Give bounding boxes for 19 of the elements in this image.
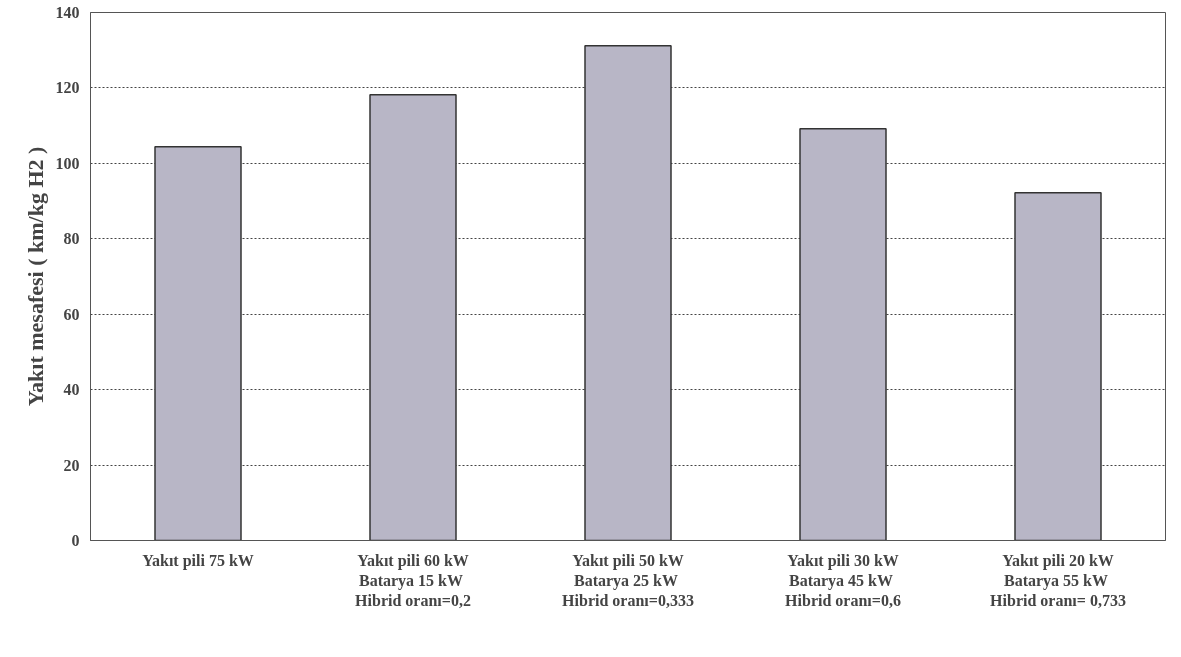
- y-tick-label: 80: [63, 230, 80, 248]
- bar: [154, 146, 242, 541]
- x-tick-label: Yakıt pili 30 kW Batarya 45 kW Hibrid oranı=0,6: [785, 551, 901, 610]
- x-tick-label: Yakıt pili 60 kW Batarya 15 kW Hibrid oranı=0,2: [355, 551, 471, 610]
- y-tick-label: 40: [63, 381, 80, 399]
- bar: [1014, 192, 1102, 541]
- y-tick-label: 0: [71, 532, 80, 549]
- y-axis-title: Yakıt mesafesi ( km/kg H2 ): [22, 146, 48, 407]
- y-tick-label: 60: [63, 305, 80, 323]
- x-tick-label: Yakıt pili 50 kW Batarya 25 kW Hibrid oranı=0,333: [562, 551, 694, 610]
- y-tick-label: 20: [63, 456, 80, 474]
- bar: [369, 93, 457, 541]
- y-tick-label: 120: [55, 79, 80, 97]
- x-tick-label: Yakıt pili 75 kW: [142, 551, 254, 570]
- x-tick-label: Yakıt pili 20 kW Batarya 55 kW Hibrid oranı= 0,733: [990, 551, 1126, 610]
- bar: [584, 44, 672, 541]
- bar: [799, 127, 887, 541]
- y-tick-label: 140: [55, 4, 80, 21]
- y-tick-label: 100: [55, 154, 80, 172]
